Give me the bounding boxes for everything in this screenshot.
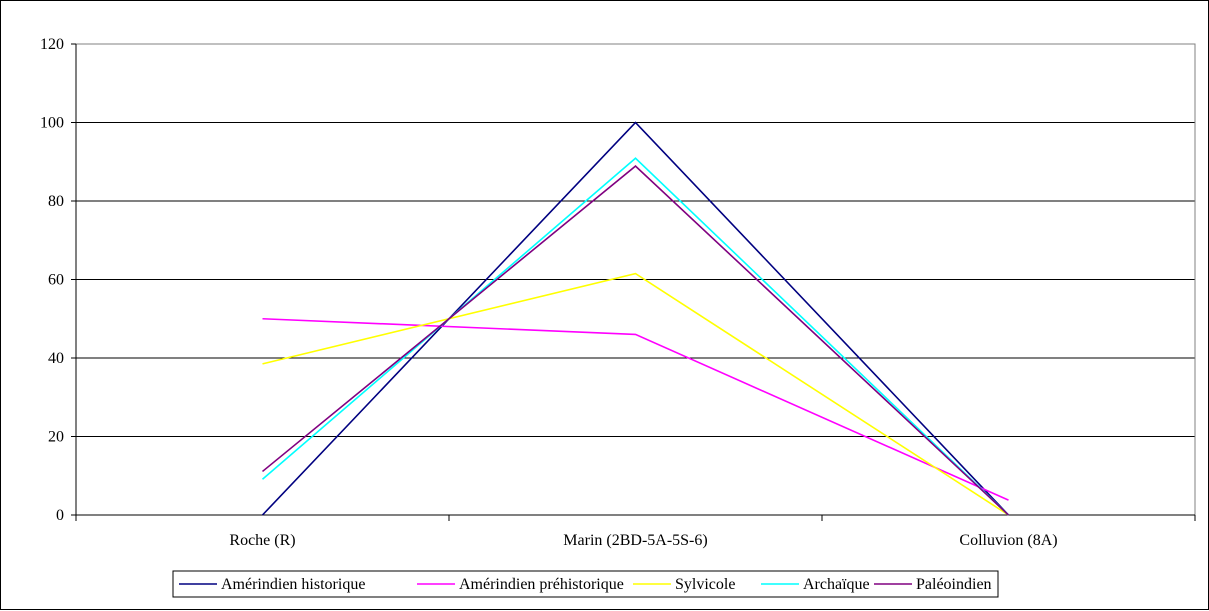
x-tick-labels: Roche (R) Marin (2BD-5A-5S-6) Colluvion (8… xyxy=(229,532,1057,549)
x-tick-label: Colluvion (8A) xyxy=(959,532,1057,549)
y-tick-label: 20 xyxy=(48,429,64,446)
legend-label: Sylvicole xyxy=(675,576,735,593)
legend-label: Paléoindien xyxy=(916,576,992,593)
series-line xyxy=(261,165,1010,516)
axes xyxy=(71,43,1196,521)
y-tick-labels: 0 20 40 60 80 100 120 xyxy=(40,36,64,524)
legend-label: Archaïque xyxy=(803,576,870,593)
y-tick-label: 60 xyxy=(48,272,64,289)
y-tick-label: 100 xyxy=(40,115,64,132)
series-line xyxy=(261,121,1010,516)
y-tick-label: 120 xyxy=(40,36,64,53)
legend-label: Amérindien préhistorique xyxy=(459,576,624,593)
series-line xyxy=(261,157,1010,516)
legend: Amérindien historique Amérindien préhisto… xyxy=(172,570,999,598)
y-tick-label: 80 xyxy=(48,193,64,210)
series-line xyxy=(262,272,1009,516)
x-tick-label: Roche (R) xyxy=(229,532,295,549)
series-lines xyxy=(261,121,1010,516)
gridlines xyxy=(76,43,1195,437)
legend-box xyxy=(172,570,999,598)
series-line xyxy=(262,317,1009,501)
x-tick-label: Marin (2BD-5A-5S-6) xyxy=(563,532,707,549)
y-tick-label: 40 xyxy=(48,350,64,367)
legend-label: Amérindien historique xyxy=(221,576,365,593)
y-tick-label: 0 xyxy=(56,507,64,524)
